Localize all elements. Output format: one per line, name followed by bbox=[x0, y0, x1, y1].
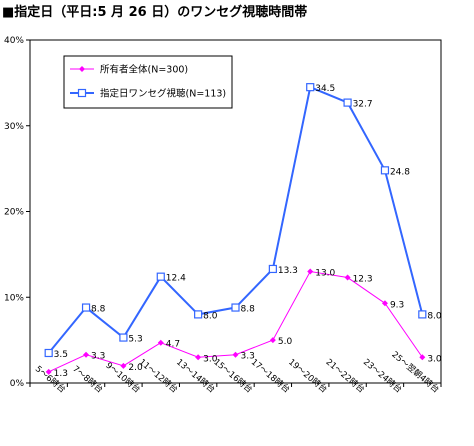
y-tick-label: 40% bbox=[4, 36, 24, 46]
data-point bbox=[45, 368, 52, 375]
data-label: 32.7 bbox=[353, 100, 373, 110]
data-label: 13.0 bbox=[315, 269, 335, 279]
data-label: 8.8 bbox=[91, 305, 106, 315]
data-label: 3.5 bbox=[54, 350, 68, 360]
data-point bbox=[418, 310, 427, 319]
data-label: 5.0 bbox=[278, 337, 293, 347]
data-point bbox=[232, 351, 239, 358]
data-point bbox=[83, 351, 90, 358]
x-tick-label: 15～16時台 bbox=[211, 357, 254, 396]
data-label: 24.8 bbox=[390, 167, 410, 177]
x-tick-label: 7～8時台 bbox=[70, 364, 105, 396]
legend: 所有者全体(N=300) 指定日ワンセグ視聴(N=113) bbox=[63, 55, 233, 109]
data-point bbox=[419, 354, 426, 361]
data-point bbox=[119, 333, 128, 342]
data-point bbox=[44, 348, 53, 358]
data-point bbox=[195, 354, 202, 361]
data-label: 1.3 bbox=[54, 369, 68, 379]
data-label: 5.3 bbox=[128, 335, 142, 345]
data-point bbox=[231, 303, 240, 312]
data-point bbox=[120, 362, 127, 369]
chart-title: ■指定日（平日:5 月 26 日）のワンセグ視聴時間帯 bbox=[2, 5, 308, 20]
data-point bbox=[307, 268, 314, 275]
y-tick-label: 0% bbox=[10, 379, 25, 389]
x-tick-label: 11～12時台 bbox=[137, 357, 180, 396]
x-tick-label: 17～18時台 bbox=[249, 357, 292, 396]
data-point bbox=[343, 98, 352, 107]
data-point bbox=[268, 264, 277, 274]
axes bbox=[26, 39, 442, 387]
data-label: 4.7 bbox=[166, 340, 180, 350]
data-label: 12.4 bbox=[166, 274, 186, 284]
data-label: 3.0 bbox=[203, 354, 218, 364]
data-label: 8.8 bbox=[241, 305, 256, 315]
y-tick-label: 10% bbox=[4, 293, 24, 303]
data-label: 2.0 bbox=[128, 363, 143, 373]
series: 1.3 3.3 2.0 4.7 3.0 3.3 5.0 13.0 12.3 9.3 3.0 3.5 8.… bbox=[44, 83, 442, 379]
data-point bbox=[269, 337, 276, 344]
data-label: 34.5 bbox=[315, 84, 335, 94]
data-label: 8.0 bbox=[427, 311, 442, 321]
y-tick-label: 30% bbox=[4, 122, 24, 132]
data-point bbox=[381, 300, 388, 307]
data-label: 3.3 bbox=[241, 352, 255, 362]
legend-label: 指定日ワンセグ視聴(N=113) bbox=[100, 88, 226, 100]
data-label: 9.3 bbox=[390, 300, 404, 310]
data-point bbox=[194, 310, 203, 319]
data-label: 12.3 bbox=[353, 275, 373, 285]
legend-box bbox=[63, 55, 233, 109]
legend-label: 所有者全体(N=300) bbox=[100, 64, 188, 76]
series-1: 1.3 3.3 2.0 4.7 3.0 3.3 5.0 13.0 12.3 9.3 3.0 bbox=[45, 268, 442, 379]
series-2: 3.5 8.8 5.3 12.4 8.0 8.8 13.3 34.5 32.7 24.8 8.0 bbox=[44, 83, 442, 360]
y-axis-tick-labels: 0% 10% 20% 30% 40% bbox=[4, 36, 24, 389]
x-tick-label: 19～20時台 bbox=[286, 357, 329, 396]
x-tick-label: 21～22時台 bbox=[324, 357, 367, 396]
data-point bbox=[81, 303, 91, 312]
legend-swatch-marker bbox=[77, 88, 87, 98]
data-label: 3.0 bbox=[427, 354, 442, 364]
y-tick-label: 20% bbox=[4, 208, 24, 218]
data-label: 8.0 bbox=[203, 311, 218, 321]
data-point bbox=[157, 339, 164, 346]
data-point bbox=[344, 274, 351, 281]
data-label: 3.3 bbox=[91, 352, 105, 362]
data-label: 13.3 bbox=[278, 266, 298, 276]
data-point bbox=[380, 166, 390, 175]
data-point bbox=[156, 272, 165, 281]
legend-swatch-marker bbox=[79, 66, 85, 72]
data-point bbox=[306, 83, 315, 92]
